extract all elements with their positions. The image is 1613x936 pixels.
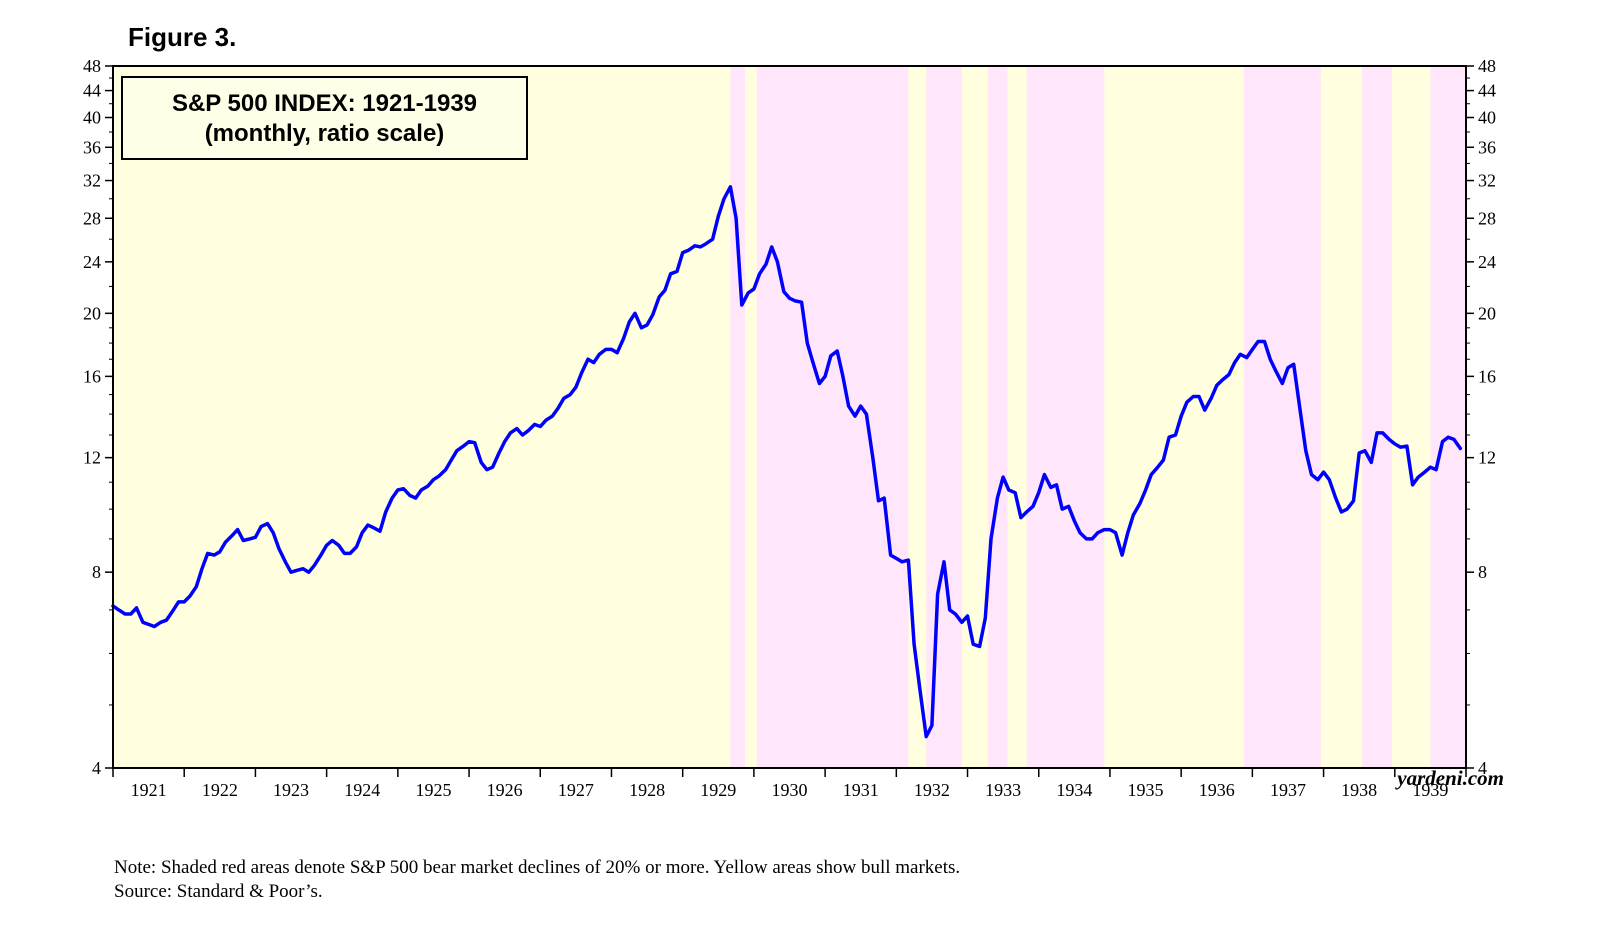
x-tick-label: 1937 xyxy=(1270,780,1306,800)
series-layer xyxy=(111,185,1463,739)
sp500-index-line xyxy=(111,185,1463,739)
x-tick-label: 1936 xyxy=(1199,780,1235,800)
footnotes: Note: Shaded red areas denote S&P 500 be… xyxy=(114,856,960,904)
note-line: Note: Shaded red areas denote S&P 500 be… xyxy=(114,857,961,878)
y-tick-label-left: 8 xyxy=(92,562,101,582)
x-tick-label: 1930 xyxy=(772,780,808,800)
x-tick-label: 1931 xyxy=(843,780,879,800)
y-tick-label-left: 4 xyxy=(92,758,101,778)
chart-title: S&P 500 INDEX: 1921-1939 xyxy=(171,90,478,117)
x-tick-label: 1933 xyxy=(985,780,1021,800)
y-tick-label-left: 48 xyxy=(83,56,101,76)
y-tick-label-right: 16 xyxy=(1478,366,1496,386)
y-tick-label-left: 36 xyxy=(83,137,101,157)
y-tick-label-left: 44 xyxy=(83,81,101,101)
bear-market-band xyxy=(1243,66,1321,768)
x-tick-label: 1926 xyxy=(487,780,523,800)
y-tick-label-left: 24 xyxy=(83,252,101,272)
y-tick-label-left: 28 xyxy=(83,208,101,228)
bear-market-band xyxy=(988,66,1008,768)
x-tick-label: 1927 xyxy=(558,780,594,800)
x-tick-label: 1932 xyxy=(914,780,950,800)
plot-frame xyxy=(112,65,1467,769)
bear-market-band xyxy=(1026,66,1105,768)
x-tick-label: 1938 xyxy=(1341,780,1377,800)
x-tick-label: 1928 xyxy=(629,780,665,800)
x-tick-label: 1934 xyxy=(1056,780,1092,800)
y-tick-label-right: 32 xyxy=(1478,171,1496,191)
x-axis: 1921 1922 1923 1924 1925 1926 1927 1928 1929 1930… xyxy=(112,768,1467,800)
y-tick-label-right: 48 xyxy=(1478,56,1496,76)
y-tick-label-left: 32 xyxy=(83,171,101,191)
x-tick-label: 1939 xyxy=(1412,780,1448,800)
x-tick-label: 1923 xyxy=(273,780,309,800)
y-tick-label-right: 4 xyxy=(1478,758,1487,778)
x-tick-label: 1925 xyxy=(415,780,451,800)
bear-market-band xyxy=(926,66,962,768)
market-phase-bands xyxy=(113,66,1466,768)
bear-market-band xyxy=(730,66,745,768)
y-tick-label-right: 44 xyxy=(1478,81,1496,101)
y-tick-label-left: 40 xyxy=(83,108,101,128)
x-tick-label: 1922 xyxy=(202,780,238,800)
y-tick-label-right: 24 xyxy=(1478,252,1496,272)
chart-subtitle: (monthly, ratio scale) xyxy=(204,120,445,147)
source-line: Source: Standard & Poor’s. xyxy=(114,881,323,902)
bear-market-band xyxy=(756,66,909,768)
bear-market-band xyxy=(1362,66,1392,768)
bear-market-band xyxy=(1430,66,1466,768)
y-tick-label-left: 20 xyxy=(83,303,101,323)
y-tick-label-right: 20 xyxy=(1478,303,1496,323)
x-tick-label: 1935 xyxy=(1128,780,1164,800)
x-tick-label: 1924 xyxy=(344,780,380,800)
y-tick-label-right: 40 xyxy=(1478,108,1496,128)
y-tick-label-right: 8 xyxy=(1478,562,1487,582)
y-tick-label-right: 36 xyxy=(1478,137,1496,157)
y-tick-label-left: 16 xyxy=(83,366,101,386)
y-tick-label-right: 28 xyxy=(1478,208,1496,228)
chart-title-box: S&P 500 INDEX: 1921-1939 (monthly, ratio… xyxy=(121,76,528,160)
x-tick-label: 1921 xyxy=(131,780,167,800)
figure-label: Figure 3. xyxy=(128,22,237,52)
y-tick-label-right: 12 xyxy=(1478,448,1496,468)
source-watermark: yardeni.com xyxy=(1397,766,1504,790)
y-tick-label-left: 12 xyxy=(83,448,101,468)
x-tick-label: 1929 xyxy=(700,780,736,800)
